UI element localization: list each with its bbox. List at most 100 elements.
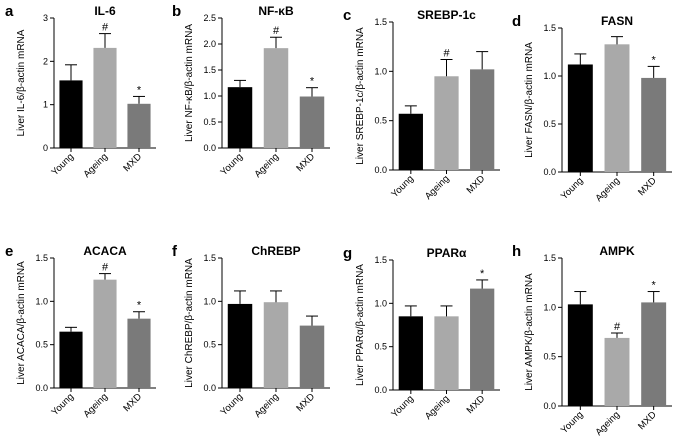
category-label-mxd: MXD [636, 409, 659, 432]
bar-ageing [93, 47, 117, 148]
bar-mxd [127, 318, 151, 388]
panel-letter: h [512, 243, 521, 260]
panel-title: ACACA [83, 244, 127, 258]
y-tick-label: 1.5 [35, 253, 48, 263]
bar-ageing [434, 316, 459, 390]
significance-mark: * [480, 268, 485, 280]
y-axis-label: Liver PPARα/β-actin mRNA [355, 264, 366, 386]
y-tick-label: 0.5 [374, 342, 387, 352]
bar-ageing [263, 302, 289, 388]
y-axis-label: Liver AMPK/β-actin mRNA [524, 273, 535, 391]
bar-mxd [299, 325, 325, 388]
panel-c: c SREBP-1c 0.0 0.5 1.0 1.5 Liver SREBP-1c/β-ac… [343, 7, 500, 202]
category-label-young: Young [219, 151, 246, 178]
category-label-young: Young [389, 173, 416, 200]
y-tick-label: 0.0 [203, 383, 216, 393]
category-label-ageing: Ageing [423, 173, 452, 202]
y-tick-label: 1.0 [543, 71, 556, 81]
y-tick-label: 1.0 [543, 302, 556, 312]
y-axis-label: Liver ACACA/β-actin mRNA [16, 261, 27, 385]
category-label-young: Young [50, 151, 77, 178]
y-axis-label: Liver IL-6/β-actin mRNA [16, 29, 27, 136]
y-tick-label: 0.0 [374, 385, 387, 395]
category-label-ageing: Ageing [81, 151, 110, 180]
category-label-young: Young [219, 391, 246, 418]
bar-mxd [299, 96, 325, 148]
bar-young [567, 64, 593, 172]
category-label-young: Young [559, 409, 586, 436]
category-label-mxd: MXD [636, 175, 659, 198]
y-tick-label: 0.5 [543, 119, 556, 129]
significance-mark: # [273, 25, 280, 37]
bar-young [59, 331, 83, 388]
panel-f: f ChREBP 0.0 0.5 1.0 1.5 Liver ChREBP/β-actin … [172, 243, 330, 420]
bar-mxd [641, 77, 667, 172]
y-tick-label: 0.0 [374, 165, 387, 175]
y-tick-label: 1.5 [203, 65, 216, 75]
panel-letter: c [343, 7, 351, 24]
bar-young [398, 113, 423, 170]
bar-young [567, 304, 593, 406]
bar-young [59, 80, 83, 148]
category-label-ageing: Ageing [423, 393, 452, 422]
panel-letter: a [5, 3, 14, 20]
category-label-mxd: MXD [294, 391, 317, 414]
y-tick-label: 1.5 [543, 253, 556, 263]
y-axis-label: Liver NF-κB/β-actin mRNA [184, 24, 195, 142]
panel-title: IL-6 [94, 4, 116, 18]
significance-mark: * [137, 300, 142, 312]
panel-title: AMPK [599, 244, 635, 258]
bar-ageing [93, 279, 117, 388]
category-label-young: Young [389, 393, 416, 420]
y-tick-label: 0.5 [35, 340, 48, 350]
panel-g: g PPARα 0.0 0.5 1.0 1.5 Liver PPARα/β-actin mR… [343, 245, 500, 422]
panel-b: b NF-κB 0.0 0.5 1.0 1.5 2.0 2.5 Liver NF-κB/β-ac… [172, 3, 330, 180]
y-tick-label: 0.0 [203, 143, 216, 153]
bar-young [227, 87, 253, 148]
panel-d: d FASN 0.0 0.5 1.0 1.5 Liver FASN/β-actin mRNA… [512, 13, 672, 204]
bar-young [227, 303, 253, 388]
bar-ageing [434, 76, 459, 170]
panel-letter: b [172, 3, 181, 20]
significance-mark: # [102, 262, 109, 274]
bar-ageing [604, 337, 630, 406]
category-label-ageing: Ageing [252, 391, 281, 420]
y-axis-label: Liver FASN/β-actin mRNA [524, 42, 535, 158]
y-tick-label: 1.0 [374, 66, 387, 76]
y-axis-label: Liver ChREBP/β-actin mRNA [184, 258, 195, 388]
category-label-ageing: Ageing [81, 391, 110, 420]
panel-title: PPARα [427, 246, 467, 260]
category-label-mxd: MXD [294, 151, 317, 174]
category-label-young: Young [50, 391, 77, 418]
significance-mark: * [137, 84, 142, 96]
y-tick-label: 0.5 [543, 352, 556, 362]
bar-mxd [641, 302, 667, 406]
category-label-mxd: MXD [121, 151, 144, 174]
panel-e: e ACACA 0.0 0.5 1.0 1.5 Liver ACACA/β-actin mR… [5, 243, 156, 420]
significance-mark: # [614, 321, 621, 333]
y-tick-label: 1 [43, 100, 48, 110]
y-tick-label: 0.5 [203, 340, 216, 350]
category-label-mxd: MXD [121, 391, 144, 414]
category-label-young: Young [559, 175, 586, 202]
y-tick-label: 0 [43, 143, 48, 153]
bar-ageing [263, 48, 289, 148]
panel-title: SREBP-1c [417, 8, 476, 22]
significance-mark: # [443, 47, 450, 59]
category-label-mxd: MXD [465, 393, 488, 416]
y-tick-label: 0.0 [543, 401, 556, 411]
category-label-ageing: Ageing [593, 409, 622, 438]
significance-mark: * [310, 76, 315, 88]
significance-mark: # [102, 22, 109, 34]
bar-mxd [470, 288, 495, 390]
category-label-mxd: MXD [465, 173, 488, 196]
panel-title: ChREBP [251, 244, 300, 258]
y-tick-label: 0.0 [35, 383, 48, 393]
y-tick-label: 2.5 [203, 13, 216, 23]
significance-mark: * [652, 54, 657, 66]
y-axis-label: Liver SREBP-1c/β-actin mRNA [355, 27, 366, 165]
y-tick-label: 2 [43, 56, 48, 66]
y-tick-label: 1.0 [203, 296, 216, 306]
panel-title: NF-κB [258, 4, 294, 18]
